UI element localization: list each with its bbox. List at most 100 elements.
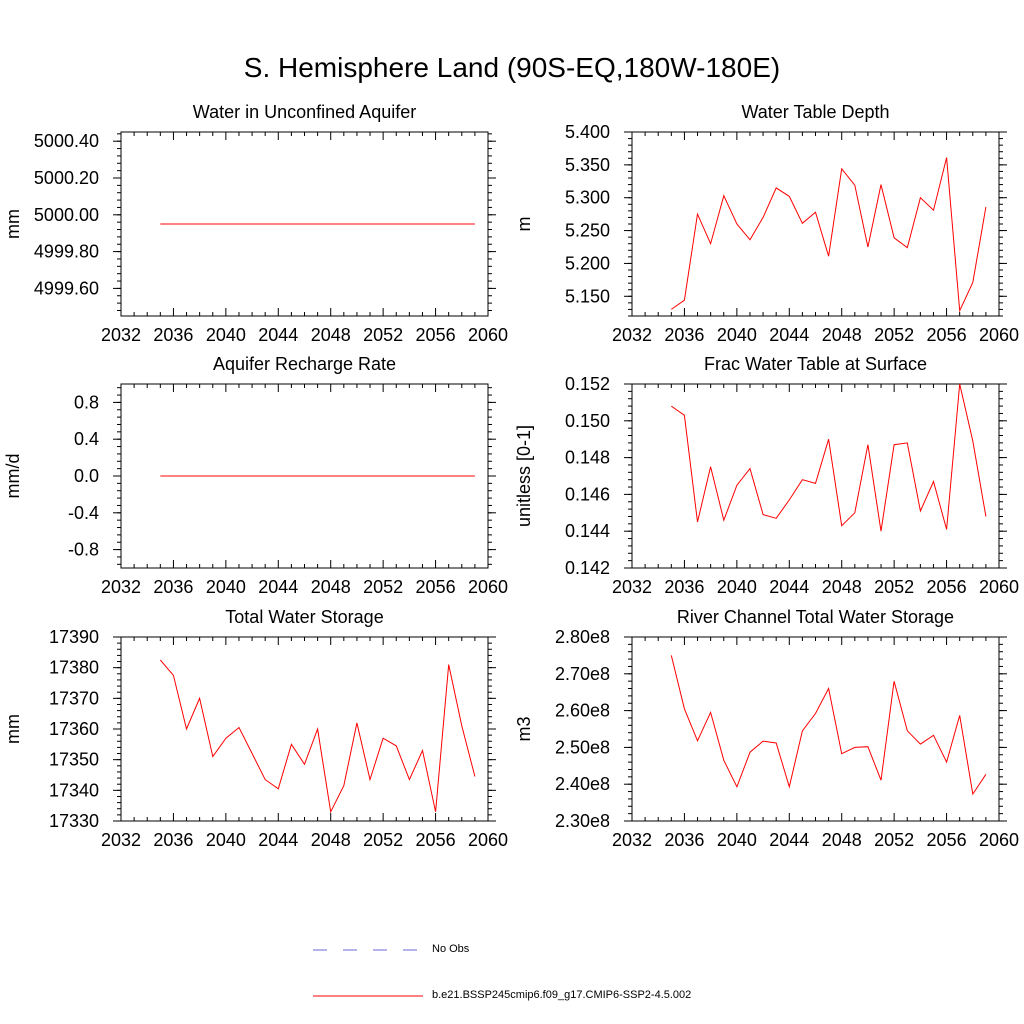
chart-title: Total Water Storage	[225, 607, 383, 627]
x-tick-label: 2040	[717, 577, 757, 597]
y-axis-label: m	[514, 217, 534, 232]
plot-frame	[631, 131, 1000, 317]
plot-frame	[631, 383, 1000, 569]
y-tick-label: 5.350	[565, 155, 610, 175]
x-tick-label: 2060	[979, 830, 1019, 850]
x-tick-label: 2040	[717, 830, 757, 850]
x-tick-label: 2036	[664, 577, 704, 597]
x-tick-label: 2056	[416, 830, 456, 850]
x-tick-label: 2048	[822, 577, 862, 597]
y-tick-label: 0.4	[74, 429, 99, 449]
x-tick-label: 2056	[416, 577, 456, 597]
x-tick-label: 2044	[258, 830, 298, 850]
plot-frame	[120, 636, 489, 822]
y-tick-label: 2.70e8	[555, 664, 610, 684]
x-tick-label: 2060	[468, 830, 508, 850]
y-tick-label: 5.250	[565, 221, 610, 241]
y-tick-label: 5.400	[565, 122, 610, 142]
y-tick-label: 5000.20	[34, 168, 99, 188]
x-tick-label: 2032	[612, 830, 652, 850]
x-tick-label: 2056	[927, 325, 967, 345]
x-tick-label: 2052	[874, 577, 914, 597]
series-line	[159, 659, 476, 814]
x-tick-label: 2052	[363, 830, 403, 850]
y-tick-label: 17360	[49, 719, 99, 739]
chart-aquifer-recharge: Aquifer Recharge Rate mm/d 2032 2036 2040 204…	[3, 354, 508, 597]
y-tick-label: 17350	[49, 750, 99, 770]
y-tick-label: 17380	[49, 658, 99, 678]
x-tick-label: 2044	[258, 325, 298, 345]
x-tick-label: 2060	[979, 577, 1019, 597]
x-tick-label: 2036	[153, 325, 193, 345]
y-tick-label: 0.144	[565, 521, 610, 541]
y-tick-label: 0.150	[565, 411, 610, 431]
y-axis-label: mm/d	[3, 454, 23, 499]
y-tick-label: 17370	[49, 688, 99, 708]
x-tick-label: 2048	[311, 577, 351, 597]
x-tick-label: 2056	[927, 830, 967, 850]
x-tick-label: 2052	[363, 325, 403, 345]
y-tick-label: 4999.80	[34, 242, 99, 262]
chart-title: Water in Unconfined Aquifer	[193, 102, 416, 122]
y-tick-label: 2.40e8	[555, 774, 610, 794]
x-tick-label: 2060	[468, 325, 508, 345]
x-tick-label: 2048	[822, 830, 862, 850]
series-line	[671, 383, 987, 532]
y-tick-label: 0.148	[565, 448, 610, 468]
y-tick-label: 2.60e8	[555, 701, 610, 721]
x-tick-label: 2044	[769, 577, 809, 597]
y-axis-label: mm	[3, 714, 23, 744]
x-tick-label: 2036	[153, 830, 193, 850]
y-axis-label: mm	[3, 209, 23, 239]
x-tick-label: 2040	[206, 577, 246, 597]
y-tick-label: -0.4	[68, 503, 99, 523]
x-tick-label: 2044	[258, 577, 298, 597]
chart-title: Water Table Depth	[741, 102, 889, 122]
y-tick-label: 5000.00	[34, 205, 99, 225]
y-tick-label: 0.152	[565, 374, 610, 394]
x-tick-label: 2048	[822, 325, 862, 345]
x-tick-label: 2044	[769, 830, 809, 850]
x-tick-label: 2044	[769, 325, 809, 345]
x-tick-label: 2060	[979, 325, 1019, 345]
x-tick-label: 2052	[874, 325, 914, 345]
y-tick-label: 2.80e8	[555, 627, 610, 647]
y-axis-label: m3	[514, 716, 534, 741]
chart-title: River Channel Total Water Storage	[677, 607, 954, 627]
y-tick-label: -0.8	[68, 540, 99, 560]
series-line	[670, 655, 987, 796]
x-tick-label: 2052	[363, 577, 403, 597]
y-tick-label: 5000.40	[34, 131, 99, 151]
x-tick-label: 2060	[468, 577, 508, 597]
chart-aquifer-water: Water in Unconfined Aquifer mm 2032 2036 204…	[3, 102, 508, 345]
main-title: S. Hemisphere Land (90S-EQ,180W-180E)	[243, 52, 781, 83]
x-tick-label: 2048	[311, 830, 351, 850]
x-tick-label: 2040	[717, 325, 757, 345]
series-line	[671, 157, 987, 313]
x-tick-label: 2036	[664, 830, 704, 850]
x-tick-label: 2040	[206, 325, 246, 345]
y-tick-label: 0.146	[565, 484, 610, 504]
y-tick-label: 17340	[49, 780, 99, 800]
chart-title: Frac Water Table at Surface	[704, 354, 927, 374]
chart-total-water-storage: Total Water Storage mm 2032 2036 2040 2044 204…	[3, 607, 508, 850]
x-tick-label: 2048	[311, 325, 351, 345]
y-tick-label: 5.150	[565, 286, 610, 306]
y-tick-label: 5.200	[565, 253, 610, 273]
legend-obs-label: No Obs	[432, 943, 470, 955]
plot-frame	[631, 636, 1000, 822]
y-tick-label: 5.300	[565, 188, 610, 208]
chart-frac-water-table: Frac Water Table at Surface unitless [0-1…	[514, 354, 1019, 597]
y-tick-label: 2.50e8	[555, 737, 610, 757]
x-tick-label: 2032	[612, 577, 652, 597]
y-tick-label: 2.30e8	[555, 811, 610, 831]
x-tick-label: 2032	[101, 325, 141, 345]
chart-water-table-depth: Water Table Depth m 2032 2036 2040 2044 2048 20…	[514, 102, 1019, 345]
chart-title: Aquifer Recharge Rate	[213, 354, 396, 374]
y-tick-label: 0.142	[565, 558, 610, 578]
legend-series-label: b.e21.BSSP245cmip6.f09_g17.CMIP6-SSP2-4.…	[432, 989, 692, 1001]
x-tick-label: 2032	[101, 577, 141, 597]
y-tick-label: 17330	[49, 811, 99, 831]
